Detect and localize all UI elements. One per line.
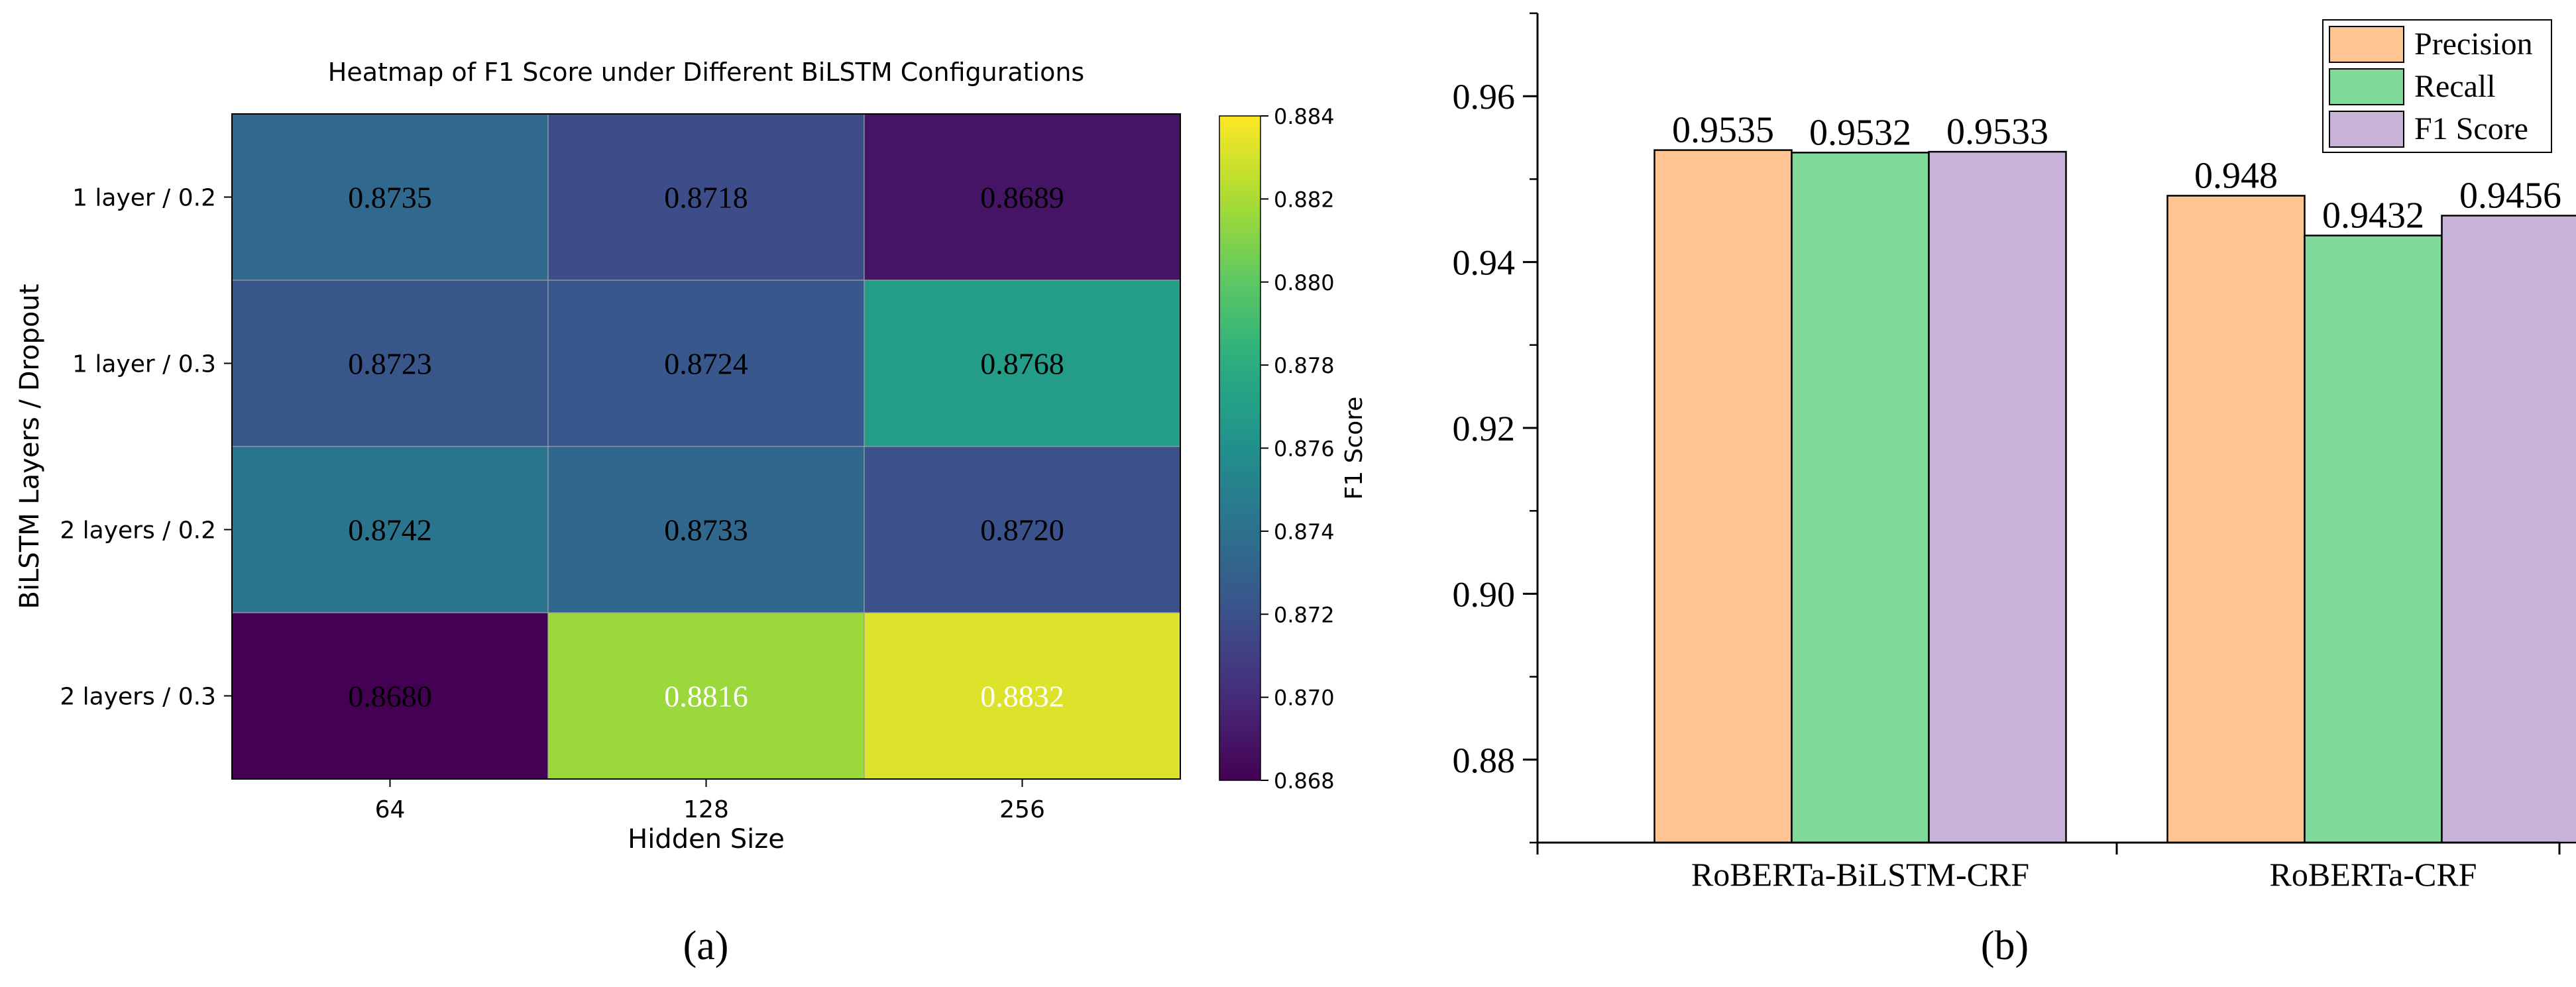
bar [2166,195,2306,844]
heatmap-x-tick-label: 256 [999,796,1045,823]
heatmap-cell-label: 0.8724 [664,347,748,381]
bar [1653,149,1793,844]
legend-label: F1 Score [2414,111,2528,146]
bar-value-label: 0.9535 [1672,110,1774,151]
heatmap-caption: (a) [683,923,729,968]
heatmap-cell [864,612,1181,780]
colorbar-tick-label: 0.882 [1274,187,1335,212]
heatmap-cell [231,446,549,613]
heatmap-panel: Heatmap of F1 Score under Different BiLS… [15,58,1368,968]
heatmap-cell-label: 0.8735 [348,181,432,215]
heatmap-cell [547,280,865,447]
heatmap-title: Heatmap of F1 Score under Different BiLS… [328,58,1084,87]
bar [1791,152,1930,844]
colorbar-label: F1 Score [1341,397,1368,500]
colorbar-tick-label: 0.880 [1274,270,1335,295]
colorbar-tick-label: 0.878 [1274,353,1335,378]
bar-value-label: 0.9456 [2459,175,2561,216]
heatmap-y-axis-label: BiLSTM Layers / Dropout [15,284,45,609]
bar [1928,150,2067,844]
bar [2304,234,2443,844]
heatmap-cell [547,446,865,613]
bar [2441,215,2576,844]
heatmap-cell-label: 0.8816 [664,680,748,713]
legend-label: Recall [2414,69,2496,104]
heatmap-cell [231,280,549,447]
heatmap-cell [547,113,865,281]
heatmap-cell [231,113,549,281]
heatmap-y-tick-label: 1 layer / 0.3 [72,351,216,378]
bar-value-label: 0.948 [2194,155,2278,196]
heatmap-cell-label: 0.8718 [664,181,748,215]
colorbar-tick-label: 0.884 [1274,104,1335,129]
bar-value-label: 0.9432 [2322,195,2424,236]
x-tick-label: RoBERTa-BiLSTM-CRF [1691,856,2029,893]
legend-swatch [2329,68,2404,105]
y-tick-label: 0.96 [1453,77,1516,117]
bar-value-label: 0.9533 [1946,111,2048,152]
heatmap-cell-label: 0.8680 [348,680,432,713]
heatmap-cell-label: 0.8689 [980,181,1064,215]
heatmap-x-tick-label: 64 [375,796,406,823]
heatmap-cell-label: 0.8733 [664,513,748,547]
heatmap-y-tick-label: 1 layer / 0.2 [72,185,216,212]
y-tick-label: 0.88 [1453,741,1516,780]
colorbar-tick-label: 0.868 [1274,768,1335,794]
y-tick-label: 0.90 [1453,574,1516,614]
colorbar-tick-label: 0.874 [1274,519,1335,545]
heatmap-x-axis-label: Hidden Size [628,824,785,855]
heatmap-y-tick-label: 2 layers / 0.2 [60,517,216,545]
legend-swatch [2329,26,2404,63]
heatmap-cell [864,280,1181,447]
heatmap-cell-label: 0.8832 [980,680,1064,713]
heatmap-cell-label: 0.8723 [348,347,432,381]
colorbar-tick-label: 0.870 [1274,686,1335,711]
legend-label: Precision [2414,26,2533,62]
x-tick-label: RoBERTa-CRF [2270,856,2477,893]
heatmap-cell-label: 0.8720 [980,513,1064,547]
colorbar-tick-label: 0.876 [1274,437,1335,462]
heatmap-cell [231,612,549,780]
colorbar [1219,115,1261,781]
heatmap-x-tick-label: 128 [683,796,729,823]
heatmap-y-tick-label: 2 layers / 0.3 [60,684,216,711]
heatmap-cell-label: 0.8768 [980,347,1064,381]
bar-value-label: 0.9532 [1809,112,1911,153]
bar-panel: 0.9535 0.9532 0.9533 0.948 0.9432 0.9456 0.88 0… [1453,12,2576,968]
heatmap-cell-label: 0.8742 [348,513,432,547]
colorbar-tick-label: 0.872 [1274,602,1335,627]
y-tick-label: 0.94 [1453,243,1516,283]
y-tick-label: 0.92 [1453,409,1516,448]
legend-swatch [2329,111,2404,148]
bar-caption: (b) [1981,923,2029,968]
